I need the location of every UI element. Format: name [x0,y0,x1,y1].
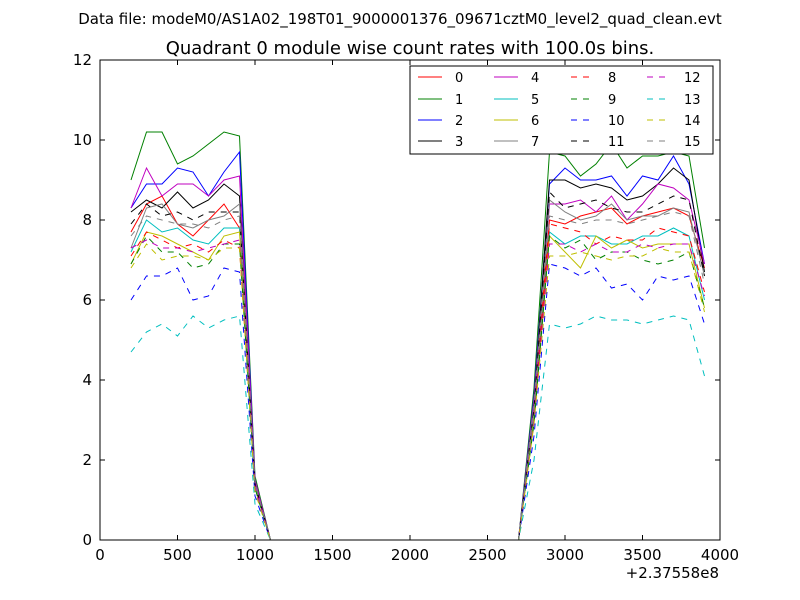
legend-label-14: 14 [684,114,701,129]
series-line-13 [130,315,705,540]
legend-label-11: 11 [608,135,625,150]
y-tick-label: 8 [82,211,92,229]
legend-label-3: 3 [455,135,463,150]
y-tick-label: 6 [82,291,92,309]
legend-label-10: 10 [608,114,625,129]
x-offset-label: +2.37558e8 [626,564,719,582]
data-file-caption: Data file: modeM0/AS1A02_198T01_90000013… [78,10,722,29]
x-tick-label: 0 [95,546,105,564]
legend-label-0: 0 [455,71,463,86]
series-line-12 [130,239,705,540]
series-line-5 [130,219,705,540]
x-tick-label: 1500 [313,546,351,564]
x-tick-label: 4000 [701,546,739,564]
series-line-7 [130,199,705,540]
series-line-11 [130,190,705,540]
series-line-15 [130,211,705,540]
series-line-14 [130,243,705,540]
series-line-8 [130,223,705,540]
legend-label-8: 8 [608,71,616,86]
legend-label-7: 7 [531,135,539,150]
x-tick-label: 1000 [236,546,274,564]
legend-label-1: 1 [455,93,463,108]
series-line-6 [130,231,705,540]
legend-label-6: 6 [531,114,539,129]
x-tick-label: 500 [163,546,192,564]
legend-label-15: 15 [684,135,701,150]
series-line-9 [130,235,705,540]
series-line-10 [130,263,705,540]
series-line-2 [130,150,705,540]
x-tick-label: 3000 [546,546,584,564]
axis-ticks: 0 500 1000 1500 2000 2500 3000 3500 400002468101… [73,51,739,564]
y-tick-label: 12 [73,51,92,69]
y-tick-label: 2 [82,451,92,469]
x-tick-label: 2000 [391,546,429,564]
chart-title: Quadrant 0 module wise count rates with … [166,38,655,59]
legend-label-4: 4 [531,71,539,86]
legend-label-5: 5 [531,93,539,108]
y-tick-label: 10 [73,131,92,149]
y-tick-label: 4 [82,371,92,389]
legend-label-2: 2 [455,114,463,129]
series-line-4 [130,166,705,540]
x-tick-label: 2500 [468,546,506,564]
legend-label-12: 12 [684,71,701,86]
legend-box [409,65,714,155]
series-line-0 [130,195,705,540]
legend-label-9: 9 [608,93,616,108]
series-layer [130,131,705,540]
legend-label-13: 13 [684,93,701,108]
series-line-3 [130,167,705,540]
x-tick-label: 3500 [623,546,661,564]
y-tick-label: 0 [82,531,92,549]
